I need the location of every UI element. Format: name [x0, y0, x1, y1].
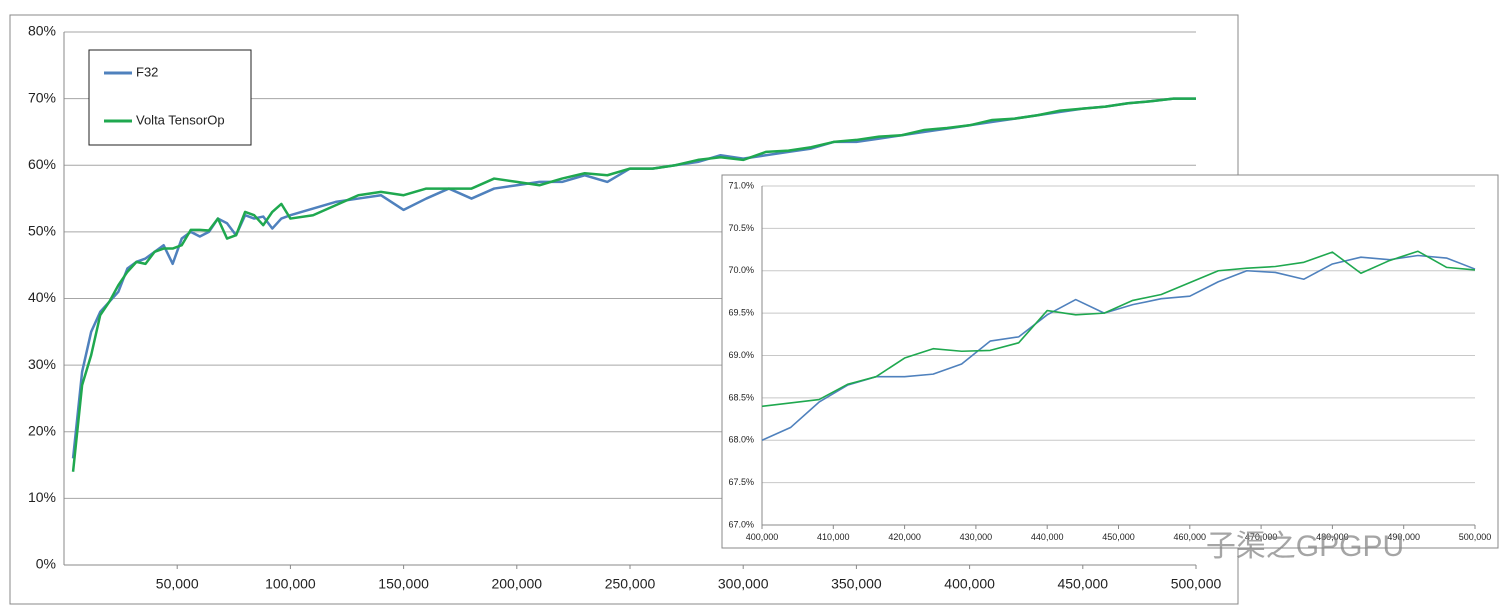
- y-tick-label: 80%: [28, 23, 56, 39]
- x-tick-label: 470,000: [1245, 532, 1278, 542]
- x-tick-label: 450,000: [1057, 575, 1108, 591]
- y-tick-label: 69.5%: [728, 308, 754, 318]
- y-tick-label: 67.5%: [728, 477, 754, 487]
- legend-label: F32: [136, 64, 158, 79]
- y-tick-label: 70.5%: [728, 223, 754, 233]
- x-tick-label: 490,000: [1387, 532, 1420, 542]
- watermark: 子渠之GPGPU: [1206, 530, 1404, 563]
- y-tick-label: 68.0%: [728, 435, 754, 445]
- chart: 67.0% 67.5% 68.0% 68.5% 69.0% 69.5% 70.0% 70.5%…: [721, 174, 1499, 549]
- y-tick-label: 0%: [36, 556, 56, 572]
- y-tick-label: 70%: [28, 89, 56, 105]
- legend: F32 Volta TensorOp: [88, 49, 252, 146]
- x-tick-label: 100,000: [265, 575, 316, 591]
- y-tick-label: 30%: [28, 356, 56, 372]
- x-tick-label: 50,000: [156, 575, 199, 591]
- x-tick-label: 440,000: [1031, 532, 1064, 542]
- x-tick-label: 200,000: [491, 575, 542, 591]
- x-tick-label: 480,000: [1316, 532, 1349, 542]
- y-tick-label: 67.0%: [728, 519, 754, 529]
- series-line: [761, 254, 1476, 441]
- x-tick-label: 250,000: [605, 575, 656, 591]
- x-tick-label: 410,000: [817, 532, 850, 542]
- x-tick-label: 450,000: [1102, 532, 1135, 542]
- x-tick-label: 350,000: [831, 575, 882, 591]
- x-tick-label: 460,000: [1174, 532, 1207, 542]
- y-tick-label: 69.0%: [728, 350, 754, 360]
- y-tick-label: 68.5%: [728, 392, 754, 402]
- x-tick-label: 500,000: [1459, 532, 1492, 542]
- x-tick-label: 400,000: [746, 532, 779, 542]
- y-tick-label: 40%: [28, 289, 56, 305]
- x-tick-label: 420,000: [888, 532, 921, 542]
- x-tick-label: 500,000: [1171, 575, 1222, 591]
- legend-label: Volta TensorOp: [136, 112, 225, 127]
- y-tick-label: 20%: [28, 422, 56, 438]
- series-line: [71, 97, 1196, 472]
- legend-frame: [88, 49, 252, 146]
- y-tick-label: 50%: [28, 223, 56, 239]
- x-tick-label: 400,000: [944, 575, 995, 591]
- x-tick-label: 150,000: [378, 575, 429, 591]
- y-tick-label: 70.0%: [728, 265, 754, 275]
- x-tick-label: 430,000: [960, 532, 993, 542]
- y-tick-label: 71.0%: [728, 180, 754, 190]
- y-tick-label: 10%: [28, 489, 56, 505]
- x-tick-label: 300,000: [718, 575, 769, 591]
- series-line: [761, 250, 1476, 408]
- y-tick-label: 60%: [28, 156, 56, 172]
- chart-frame: [721, 174, 1499, 549]
